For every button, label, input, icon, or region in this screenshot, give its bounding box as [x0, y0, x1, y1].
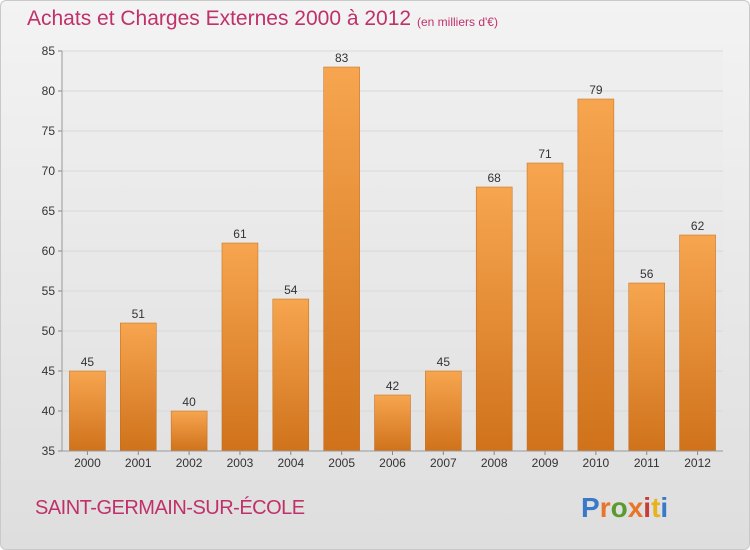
bar-2012: [679, 234, 716, 452]
bar-2005: [323, 66, 360, 452]
x-tick-label: 2005: [328, 456, 355, 470]
value-label: 51: [132, 307, 146, 321]
value-label: 79: [589, 83, 603, 97]
y-tick-label: 60: [42, 244, 56, 258]
x-tick-label: 2001: [125, 456, 152, 470]
y-tick-label: 50: [42, 324, 56, 338]
y-axis: 35 40 45 50 55 60 65 70 75 80 85: [42, 44, 63, 458]
value-label: 40: [182, 395, 196, 409]
bar-2000: [69, 370, 106, 452]
bar-series: 45 51 40 61 54 83 42 45 68 71 79 56 62: [69, 51, 716, 452]
y-tick-label: 70: [42, 164, 56, 178]
x-tick-label: 2006: [379, 456, 406, 470]
x-tick-label: 2008: [481, 456, 508, 470]
x-axis: 2000 2001 2002 2003 2004 2005 2006 2007 2008 2009…: [62, 450, 723, 470]
value-label: 45: [81, 355, 95, 369]
bar-2007: [425, 370, 462, 452]
x-tick-label: 2012: [684, 456, 711, 470]
x-tick-label: 2003: [227, 456, 254, 470]
y-tick-label: 35: [42, 444, 56, 458]
value-label: 62: [691, 219, 705, 233]
x-tick-label: 2000: [74, 456, 101, 470]
proxiti-logo: Proxiti: [581, 492, 668, 523]
x-tick-label: 2007: [430, 456, 457, 470]
x-tick-label: 2011: [634, 456, 660, 470]
bar-2011: [628, 282, 665, 452]
logo-lettering: Proxiti: [581, 492, 668, 523]
value-label: 68: [488, 171, 502, 185]
value-label: 45: [437, 355, 451, 369]
bar-2002: [170, 410, 208, 452]
chart-subtitle: (en milliers d'€): [417, 15, 498, 29]
value-label: 42: [386, 379, 400, 393]
value-label: 54: [284, 283, 298, 297]
y-tick-label: 85: [42, 44, 56, 58]
y-tick-label: 55: [42, 284, 56, 298]
x-tick-label: 2002: [176, 456, 203, 470]
value-label: 56: [640, 267, 654, 281]
y-tick-label: 40: [42, 404, 56, 418]
y-tick-label: 65: [42, 204, 56, 218]
bar-2006: [374, 394, 411, 452]
bar-2001: [120, 322, 157, 452]
x-tick-label: 2009: [532, 456, 559, 470]
x-tick-label: 2010: [583, 456, 610, 470]
value-label: 83: [335, 51, 349, 65]
y-tick-label: 45: [42, 364, 56, 378]
bar-2010: [577, 98, 615, 452]
value-label: 71: [538, 147, 552, 161]
y-tick-label: 80: [42, 84, 56, 98]
y-tick-label: 75: [42, 124, 56, 138]
x-tick-label: 2004: [277, 456, 304, 470]
value-label: 61: [233, 227, 247, 241]
bar-2004: [272, 298, 310, 452]
chart-title: Achats et Charges Externes 2000 à 2012: [27, 7, 412, 30]
commune-name: SAINT-GERMAIN-SUR-ÉCOLE: [35, 497, 305, 519]
bar-2009: [526, 162, 564, 452]
bar-2003: [221, 242, 259, 452]
bar-2008: [475, 186, 513, 452]
